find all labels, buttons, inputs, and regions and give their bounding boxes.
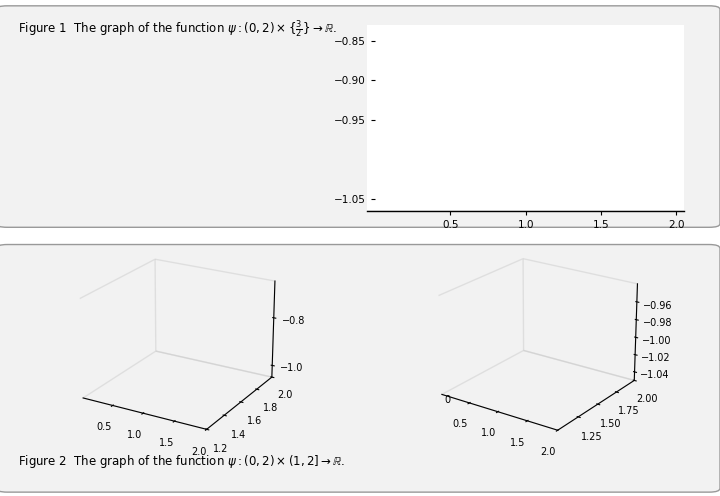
Text: 0: 0 [445, 395, 451, 405]
Text: Figure 1  The graph of the function $\psi:(0,2)\times\{\frac{3}{2}\}\to\mathbb{R: Figure 1 The graph of the function $\psi… [18, 19, 337, 40]
FancyBboxPatch shape [0, 6, 720, 227]
FancyBboxPatch shape [0, 245, 720, 492]
Text: Figure 2  The graph of the function $\psi:(0,2)\times(1,2]\to\mathbb{R}.$: Figure 2 The graph of the function $\psi… [18, 453, 345, 470]
